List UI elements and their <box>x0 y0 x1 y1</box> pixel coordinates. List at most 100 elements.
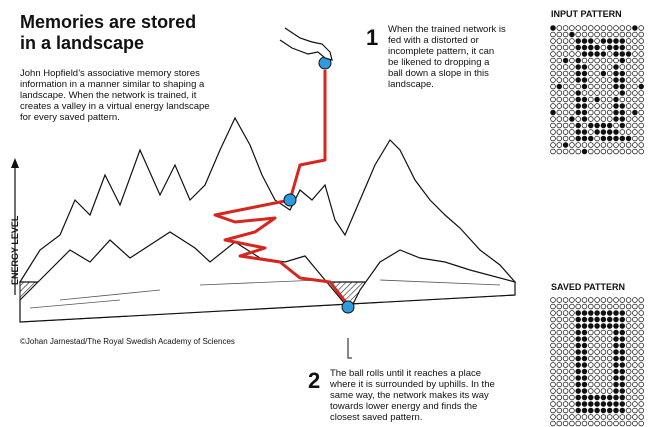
pattern-dot <box>614 369 619 374</box>
pattern-dot <box>551 402 556 407</box>
pattern-dot <box>614 376 619 381</box>
pattern-dot <box>570 343 575 348</box>
pattern-dot <box>582 26 587 31</box>
pattern-dot <box>588 71 593 76</box>
pattern-dot <box>626 389 631 394</box>
ball <box>342 301 354 313</box>
pattern-dot <box>557 389 562 394</box>
pattern-dot <box>551 149 556 154</box>
pattern-dot <box>582 421 587 426</box>
pattern-dot <box>588 58 593 63</box>
pattern-dot <box>633 78 638 83</box>
pattern-dot <box>557 311 562 316</box>
pattern-dot <box>576 376 581 381</box>
pattern-dot <box>557 363 562 368</box>
pattern-dot <box>614 350 619 355</box>
axis-label: ENERGY LEVEL <box>10 215 20 285</box>
pattern-dot <box>633 363 638 368</box>
pattern-dot <box>595 91 600 96</box>
pattern-dot <box>595 337 600 342</box>
pattern-dot <box>576 123 581 128</box>
pattern-dot <box>570 382 575 387</box>
pattern-dot <box>576 356 581 361</box>
pattern-dot <box>601 110 606 115</box>
pattern-dot <box>614 130 619 135</box>
pattern-dot <box>557 317 562 322</box>
pattern-dot <box>570 130 575 135</box>
pattern-dot <box>576 369 581 374</box>
pattern-dot <box>633 123 638 128</box>
pattern-dot <box>620 350 625 355</box>
pattern-dot <box>601 317 606 322</box>
pattern-dot <box>614 117 619 122</box>
text-line: When the trained network is <box>388 24 506 35</box>
pattern-dot <box>576 395 581 400</box>
pattern-dot <box>639 110 644 115</box>
pattern-dot <box>614 58 619 63</box>
pattern-dot <box>576 65 581 70</box>
pattern-dot <box>551 350 556 355</box>
pattern-dot <box>570 26 575 31</box>
pattern-dot <box>576 330 581 335</box>
pattern-dot <box>626 363 631 368</box>
pattern-dot <box>614 52 619 57</box>
pattern-dot <box>601 324 606 329</box>
pattern-dot <box>620 104 625 109</box>
pattern-dot <box>570 415 575 420</box>
pattern-dot <box>557 330 562 335</box>
pattern-dot <box>595 421 600 426</box>
pattern-dot <box>607 117 612 122</box>
pattern-dot <box>570 337 575 342</box>
pattern-dot <box>607 149 612 154</box>
pattern-dot <box>551 123 556 128</box>
text-line: same way, the network makes its way <box>330 390 489 401</box>
pattern-dot <box>551 136 556 141</box>
pattern-dot <box>633 39 638 44</box>
pattern-dot <box>607 395 612 400</box>
pattern-dot <box>582 415 587 420</box>
pattern-dot <box>607 130 612 135</box>
pattern-dot <box>557 356 562 361</box>
pattern-dot <box>633 324 638 329</box>
pattern-dot <box>639 402 644 407</box>
pattern-dot <box>607 110 612 115</box>
pattern-dot <box>607 104 612 109</box>
pattern-dot <box>582 395 587 400</box>
pattern-dot <box>570 408 575 413</box>
pattern-dot <box>601 123 606 128</box>
pattern-dot <box>626 110 631 115</box>
pattern-dot <box>639 395 644 400</box>
pattern-dot <box>557 78 562 83</box>
pattern-dot <box>557 350 562 355</box>
pattern-dot <box>595 26 600 31</box>
pattern-dot <box>620 58 625 63</box>
pattern-dot <box>595 408 600 413</box>
pattern-dot <box>551 395 556 400</box>
pattern-dot <box>607 337 612 342</box>
pattern-dot <box>633 71 638 76</box>
pattern-dot <box>626 382 631 387</box>
pattern-dot <box>601 337 606 342</box>
pattern-dot <box>639 363 644 368</box>
pattern-dot <box>614 39 619 44</box>
pattern-dot <box>588 317 593 322</box>
pattern-dot <box>588 117 593 122</box>
pattern-dot <box>576 71 581 76</box>
pattern-dot <box>563 421 568 426</box>
pattern-dot <box>601 363 606 368</box>
pattern-dot <box>601 52 606 57</box>
pattern-dot <box>607 343 612 348</box>
pattern-dot <box>588 110 593 115</box>
pattern-dot <box>639 39 644 44</box>
pattern-dot <box>607 97 612 102</box>
pattern-dot <box>626 45 631 50</box>
pattern-dot <box>576 130 581 135</box>
pattern-dot <box>614 337 619 342</box>
pattern-dot <box>557 91 562 96</box>
pattern-dot <box>639 91 644 96</box>
pattern-dot <box>639 337 644 342</box>
pattern-dot <box>595 117 600 122</box>
pattern-dot <box>639 389 644 394</box>
pattern-dot <box>601 78 606 83</box>
pattern-dot <box>633 304 638 309</box>
